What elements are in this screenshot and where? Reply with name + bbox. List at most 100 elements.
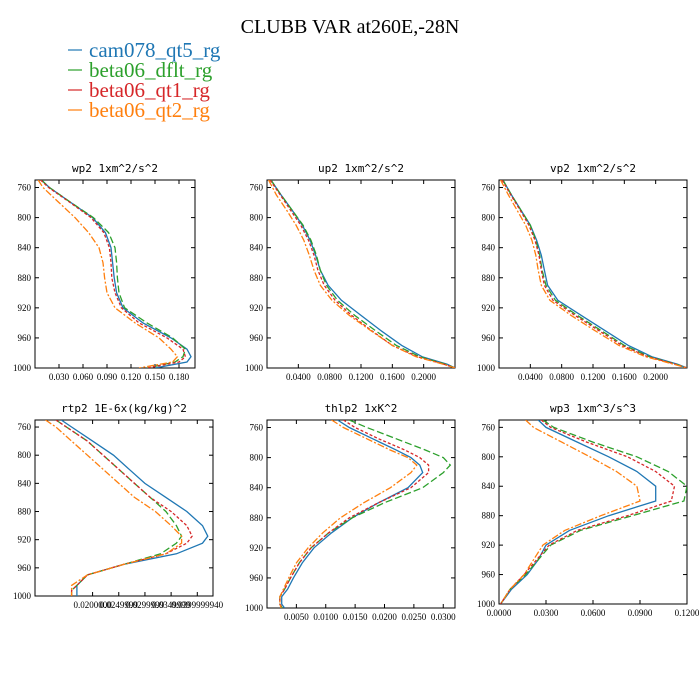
series-line-beta06_qt1_rg	[269, 180, 455, 368]
series-line-beta06_dflt_rg	[270, 180, 455, 368]
y-tick-label: 920	[250, 303, 264, 313]
y-tick-label: 1000	[477, 363, 496, 373]
plot-frame	[266, 419, 456, 609]
series-line-beta06_qt2_rg	[500, 180, 687, 368]
y-tick-label: 880	[18, 507, 32, 517]
y-tick-label: 800	[482, 213, 496, 223]
x-tick-label: 0.0800	[549, 372, 574, 382]
panel-title: up2 1xm^2/s^2	[318, 162, 404, 175]
panel-title: thlp2 1xK^2	[325, 402, 398, 415]
y-tick-label: 840	[18, 243, 32, 253]
panel-6: wp3 1xm^3/s^3 760 800 840 880 920 960 10000.000…	[477, 402, 700, 618]
series-line-beta06_dflt_rg	[55, 420, 183, 596]
figure-title: CLUBB VAR at260E,-28N	[241, 16, 460, 38]
plot-frame	[34, 179, 196, 369]
series-line-beta06_qt1_rg	[501, 180, 687, 368]
x-tick-label: 0.0800	[317, 372, 342, 382]
x-tick-label: 0.0399999940	[171, 600, 223, 610]
x-tick-label: 0.0900	[628, 608, 653, 618]
y-tick-label: 760	[482, 422, 496, 432]
y-tick-label: 920	[18, 303, 32, 313]
y-tick-label: 960	[482, 570, 496, 580]
x-tick-label: 0.2000	[411, 372, 436, 382]
x-tick-label: 0.1200	[675, 608, 700, 618]
x-tick-label: 0.150	[145, 372, 166, 382]
x-tick-label: 0.0100	[313, 612, 338, 622]
y-tick-label: 960	[250, 333, 264, 343]
legend-label: beta06_qt1_rg	[89, 78, 210, 102]
y-tick-label: 920	[250, 543, 264, 553]
plot-frame	[498, 179, 688, 369]
series-line-beta06_dflt_rg	[40, 180, 187, 368]
legend: cam078_qt5_rg beta06_dflt_rg beta06_qt1_…	[68, 38, 221, 122]
series-line-cam078_qt5_rg	[60, 420, 209, 596]
series-line-beta06_qt2_rg	[45, 420, 183, 596]
x-tick-label: 0.0349999	[152, 600, 191, 610]
x-tick-label: 0.0000	[487, 608, 512, 618]
y-tick-label: 960	[250, 573, 264, 583]
series-line-beta06_qt1_rg	[55, 420, 193, 596]
y-tick-label: 880	[250, 273, 264, 283]
panel-1: wp2 1xm^2/s^2 760 800 840 880 920 960 1000 0.030…	[13, 162, 196, 382]
y-tick-label: 960	[482, 333, 496, 343]
y-tick-label: 760	[250, 423, 264, 433]
legend-entry: cam078_qt5_rg	[68, 38, 221, 62]
y-tick-label: 840	[482, 243, 496, 253]
y-tick-label: 880	[250, 513, 264, 523]
x-tick-label: 0.030	[49, 372, 70, 382]
legend-label: cam078_qt5_rg	[89, 38, 221, 62]
series-line-beta06_dflt_rg	[502, 180, 687, 368]
y-tick-label: 1000	[245, 363, 264, 373]
plot-frame	[34, 419, 214, 597]
panel-3: vp2 1xm^2/s^2 760 800 840 880 920 960 1000 0.040…	[477, 162, 688, 382]
y-tick-label: 920	[482, 540, 496, 550]
x-tick-label: 0.0150	[343, 612, 368, 622]
x-tick-label: 0.0250	[402, 612, 427, 622]
series-line-cam078_qt5_rg	[40, 180, 192, 368]
y-tick-label: 1000	[477, 599, 496, 609]
series-line-cam078_qt5_rg	[281, 420, 424, 608]
panel-5: thlp2 1xK^2 760 800 840 880 920 960 1000 0.0050 0…	[245, 402, 456, 622]
y-tick-label: 760	[250, 183, 264, 193]
panel-title: wp3 1xm^3/s^3	[550, 402, 636, 415]
x-tick-label: 0.0200	[372, 612, 397, 622]
x-tick-label: 0.0249999	[100, 600, 139, 610]
series-line-beta06_qt2_rg	[37, 180, 179, 368]
series-line-beta06_qt1_rg	[40, 180, 187, 368]
y-tick-label: 960	[18, 563, 32, 573]
plot-frame	[498, 419, 688, 605]
y-tick-label: 800	[18, 450, 32, 460]
panel-title: vp2 1xm^2/s^2	[550, 162, 636, 175]
x-tick-label: 0.0300	[534, 608, 559, 618]
series-line-beta06_qt2_rg	[268, 180, 455, 368]
series-line-cam078_qt5_rg	[502, 180, 687, 368]
y-tick-label: 880	[482, 273, 496, 283]
x-tick-label: 0.0050	[284, 612, 309, 622]
panel-4: rtp2 1E-6x(kg/kg)^2 760 800 840 880 920 960 100…	[13, 402, 224, 610]
y-tick-label: 840	[250, 243, 264, 253]
y-tick-label: 1000	[13, 591, 32, 601]
legend-label: beta06_dflt_rg	[89, 58, 213, 82]
x-tick-label: 0.0400	[286, 372, 311, 382]
y-tick-label: 840	[250, 483, 264, 493]
y-tick-label: 1000	[245, 603, 264, 613]
legend-label: beta06_qt2_rg	[89, 98, 210, 122]
x-tick-label: 0.1600	[380, 372, 405, 382]
y-tick-label: 1000	[13, 363, 32, 373]
y-tick-label: 840	[482, 481, 496, 491]
x-tick-label: 0.2000	[643, 372, 668, 382]
y-tick-label: 760	[18, 183, 32, 193]
series-line-beta06_qt2_rg	[279, 420, 418, 608]
y-tick-label: 840	[18, 478, 32, 488]
series-line-cam078_qt5_rg	[500, 420, 657, 604]
x-tick-label: 0.1200	[581, 372, 606, 382]
y-tick-label: 760	[482, 183, 496, 193]
y-tick-label: 800	[482, 452, 496, 462]
series-line-beta06_dflt_rg	[500, 420, 687, 604]
x-tick-label: 0.0400	[518, 372, 543, 382]
x-tick-label: 0.0299999	[126, 600, 165, 610]
y-tick-label: 880	[18, 273, 32, 283]
y-tick-label: 800	[18, 213, 32, 223]
x-tick-label: 0.1600	[612, 372, 637, 382]
x-tick-label: 0.120	[121, 372, 142, 382]
